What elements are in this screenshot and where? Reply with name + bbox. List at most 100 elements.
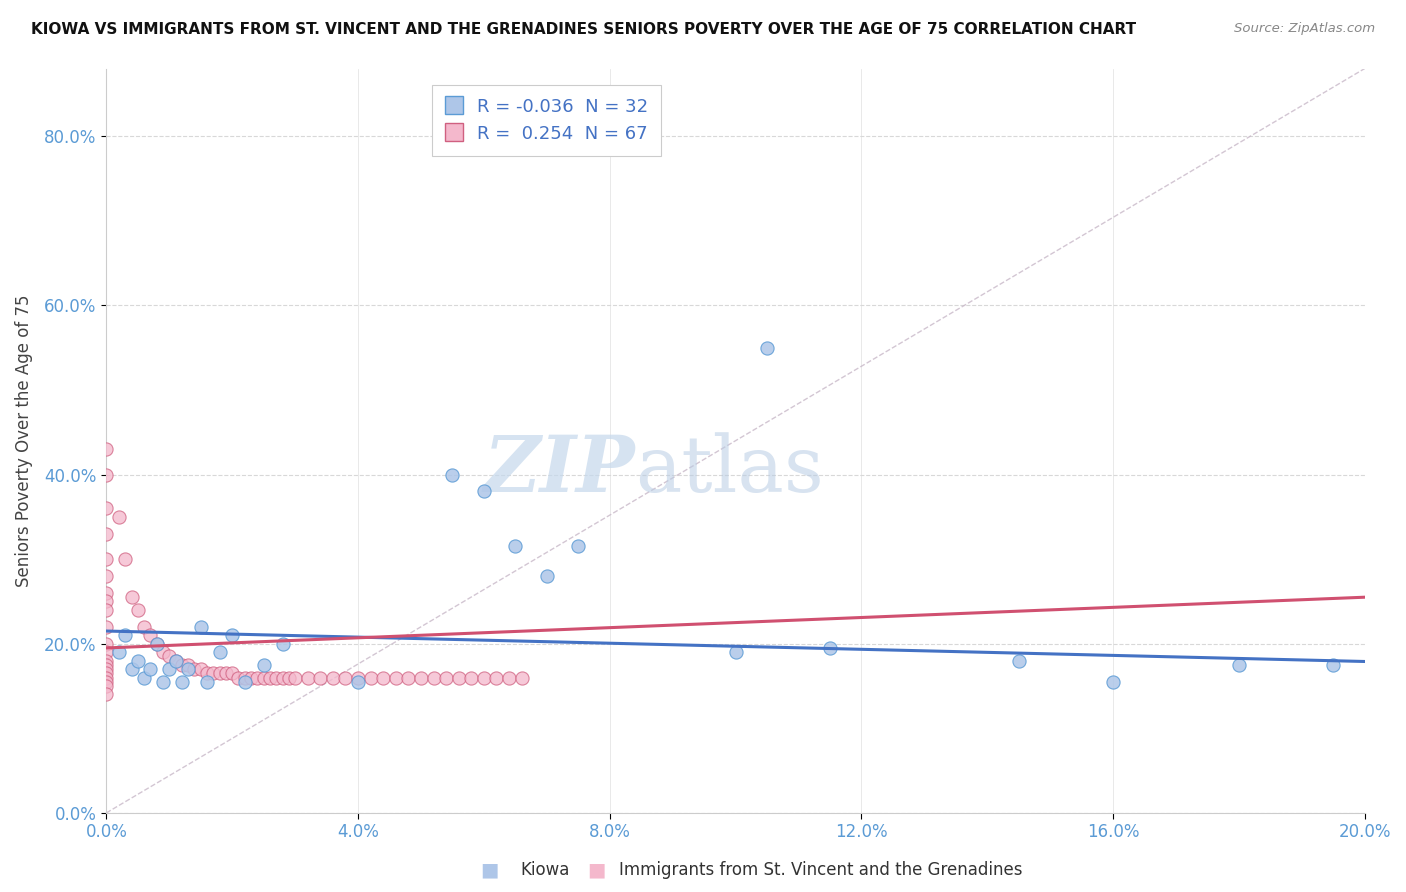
Point	[215, 666, 238, 681]
Point	[152, 645, 174, 659]
Point	[322, 671, 344, 685]
Text: KIOWA VS IMMIGRANTS FROM ST. VINCENT AND THE GRENADINES SENIORS POVERTY OVER THE: KIOWA VS IMMIGRANTS FROM ST. VINCENT AND…	[31, 22, 1136, 37]
Point	[373, 671, 395, 685]
Point	[221, 628, 243, 642]
Point	[132, 671, 155, 685]
Point	[498, 671, 520, 685]
Point	[183, 662, 205, 676]
Point	[96, 594, 118, 608]
Point	[96, 679, 118, 693]
Point	[434, 671, 457, 685]
Point	[96, 688, 118, 702]
Point	[96, 603, 118, 617]
Text: Source: ZipAtlas.com: Source: ZipAtlas.com	[1234, 22, 1375, 36]
Point	[121, 591, 143, 605]
Point	[284, 671, 307, 685]
Point	[441, 467, 464, 482]
Point	[145, 637, 167, 651]
Point	[409, 671, 432, 685]
Text: Immigrants from St. Vincent and the Grenadines: Immigrants from St. Vincent and the Gren…	[619, 861, 1022, 879]
Point	[96, 467, 118, 482]
Point	[157, 649, 180, 664]
Point	[139, 662, 162, 676]
Point	[460, 671, 482, 685]
Point	[96, 526, 118, 541]
Point	[96, 620, 118, 634]
Point	[259, 671, 281, 685]
Point	[96, 671, 118, 685]
Point	[165, 654, 187, 668]
Text: Kiowa: Kiowa	[520, 861, 569, 879]
Point	[253, 657, 276, 672]
Text: ■: ■	[479, 860, 499, 880]
Point	[271, 637, 294, 651]
Point	[1102, 674, 1125, 689]
Point	[271, 671, 294, 685]
Point	[384, 671, 406, 685]
Text: ZIP: ZIP	[484, 433, 636, 508]
Point	[472, 671, 495, 685]
Point	[347, 671, 370, 685]
Point	[132, 620, 155, 634]
Point	[195, 674, 218, 689]
Point	[170, 674, 193, 689]
Point	[233, 671, 256, 685]
Point	[335, 671, 357, 685]
Point	[96, 666, 118, 681]
Point	[139, 628, 162, 642]
Point	[347, 674, 370, 689]
Point	[96, 645, 118, 659]
Point	[177, 662, 200, 676]
Point	[127, 654, 149, 668]
Point	[724, 645, 747, 659]
Legend: R = -0.036  N = 32, R =  0.254  N = 67: R = -0.036 N = 32, R = 0.254 N = 67	[432, 85, 661, 156]
Point	[485, 671, 508, 685]
Point	[536, 569, 558, 583]
Point	[96, 442, 118, 457]
Point	[1227, 657, 1250, 672]
Point	[208, 645, 231, 659]
Point	[96, 569, 118, 583]
Point	[114, 552, 136, 566]
Point	[472, 484, 495, 499]
Point	[165, 654, 187, 668]
Point	[360, 671, 382, 685]
Text: ■: ■	[586, 860, 606, 880]
Point	[96, 586, 118, 600]
Point	[297, 671, 319, 685]
Point	[190, 662, 212, 676]
Point	[567, 540, 589, 554]
Point	[157, 662, 180, 676]
Point	[121, 662, 143, 676]
Point	[114, 628, 136, 642]
Point	[108, 509, 131, 524]
Point	[202, 666, 225, 681]
Point	[96, 654, 118, 668]
Y-axis label: Seniors Poverty Over the Age of 75: Seniors Poverty Over the Age of 75	[15, 294, 32, 587]
Point	[208, 666, 231, 681]
Point	[96, 657, 118, 672]
Point	[96, 662, 118, 676]
Point	[264, 671, 287, 685]
Point	[1322, 657, 1344, 672]
Point	[253, 671, 276, 685]
Point	[1008, 654, 1031, 668]
Point	[246, 671, 269, 685]
Point	[510, 671, 533, 685]
Point	[177, 657, 200, 672]
Point	[195, 666, 218, 681]
Point	[240, 671, 263, 685]
Point	[447, 671, 470, 685]
Text: atlas: atlas	[636, 433, 824, 508]
Point	[422, 671, 444, 685]
Point	[277, 671, 299, 685]
Point	[170, 657, 193, 672]
Point	[96, 552, 118, 566]
Point	[108, 645, 131, 659]
Point	[228, 671, 250, 685]
Point	[756, 341, 779, 355]
Point	[396, 671, 419, 685]
Point	[309, 671, 332, 685]
Point	[96, 637, 118, 651]
Point	[233, 674, 256, 689]
